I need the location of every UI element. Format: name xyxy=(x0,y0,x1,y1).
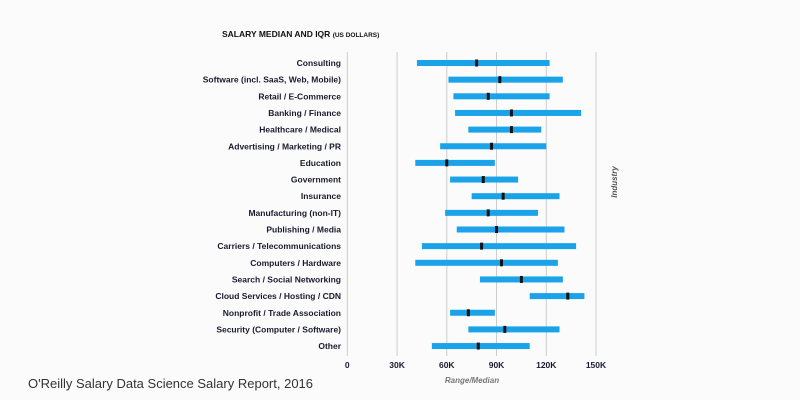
gridlines xyxy=(346,52,597,356)
median-marker xyxy=(509,109,513,117)
category-label: Other xyxy=(318,341,341,351)
y-axis-label: Industry xyxy=(610,166,619,198)
iqr-bar xyxy=(453,93,550,100)
x-tick-label: 120K xyxy=(536,360,557,370)
iqr-bar xyxy=(415,159,495,166)
x-tick-label: 150K xyxy=(586,360,607,370)
iqr-bar xyxy=(416,60,550,66)
iqr-bar xyxy=(468,326,560,333)
category-label: Banking / Finance xyxy=(268,108,341,118)
iqr-bar xyxy=(468,126,542,133)
category-label: Search / Social Networking xyxy=(232,274,341,284)
median-marker xyxy=(476,342,480,350)
iqr-bar xyxy=(431,343,530,350)
x-tick-label: 0 xyxy=(345,360,350,370)
chart-title-suffix: (US DOLLARS) xyxy=(333,32,380,39)
category-label: Healthcare / Medical xyxy=(259,125,341,135)
category-label: Manufacturing (non-IT) xyxy=(248,208,341,218)
median-marker xyxy=(490,142,494,150)
x-tick-label: 30K xyxy=(389,360,405,370)
category-label: Consulting xyxy=(297,58,341,68)
iqr-bar xyxy=(455,109,582,116)
iqr-bar xyxy=(448,76,563,83)
category-label: Carriers / Telecommunications xyxy=(217,241,341,251)
category-label: Government xyxy=(291,175,341,185)
category-label: Computers / Hardware xyxy=(250,258,341,268)
median-marker xyxy=(486,209,490,217)
iqr-bar xyxy=(529,293,585,300)
median-marker xyxy=(499,259,503,267)
iqr-bar xyxy=(471,193,560,200)
median-marker xyxy=(486,92,490,100)
iqr-bar xyxy=(440,143,547,150)
median-marker xyxy=(445,159,449,167)
median-marker xyxy=(481,176,485,184)
category-label: Software (incl. SaaS, Web, Mobile) xyxy=(203,75,341,85)
iqr-bar xyxy=(456,226,565,233)
category-label: Publishing / Media xyxy=(266,225,341,235)
category-label: Advertising / Marketing / PR xyxy=(228,141,341,151)
median-marker xyxy=(501,192,505,200)
median-marker xyxy=(503,325,507,333)
iqr-bar xyxy=(421,243,577,250)
iqr-bar xyxy=(445,209,538,216)
bars xyxy=(415,59,585,350)
median-marker xyxy=(509,126,513,134)
category-label: Education xyxy=(300,158,341,168)
x-tick-label: 90K xyxy=(489,360,505,370)
median-marker xyxy=(566,292,570,300)
category-label: Insurance xyxy=(301,191,341,201)
median-marker xyxy=(475,59,479,67)
median-marker xyxy=(498,76,502,84)
chart-title-main: SALARY MEDIAN AND IQR xyxy=(222,29,330,39)
median-marker xyxy=(480,242,484,250)
x-tick-labels: 0 30K 60K 90K 120K 150K xyxy=(345,360,607,370)
category-label: Security (Computer / Software) xyxy=(216,324,341,334)
iqr-bar xyxy=(415,259,558,266)
median-marker xyxy=(466,309,470,317)
chart-title: SALARY MEDIAN AND IQR (US DOLLARS) xyxy=(222,29,379,39)
median-marker xyxy=(519,275,523,283)
category-label: Nonprofit / Trade Association xyxy=(223,308,341,318)
category-label: Cloud Services / Hosting / CDN xyxy=(215,291,341,301)
category-label: Retail / E-Commerce xyxy=(258,91,341,101)
x-tick-label: 60K xyxy=(439,360,455,370)
median-marker xyxy=(495,226,499,233)
category-labels: Consulting Software (incl. SaaS, Web, Mob… xyxy=(203,58,342,351)
x-axis-label: Range/Median xyxy=(445,376,499,385)
source-caption: O'Reilly Salary Data Science Salary Repo… xyxy=(28,376,313,391)
iqr-bar xyxy=(450,309,495,316)
